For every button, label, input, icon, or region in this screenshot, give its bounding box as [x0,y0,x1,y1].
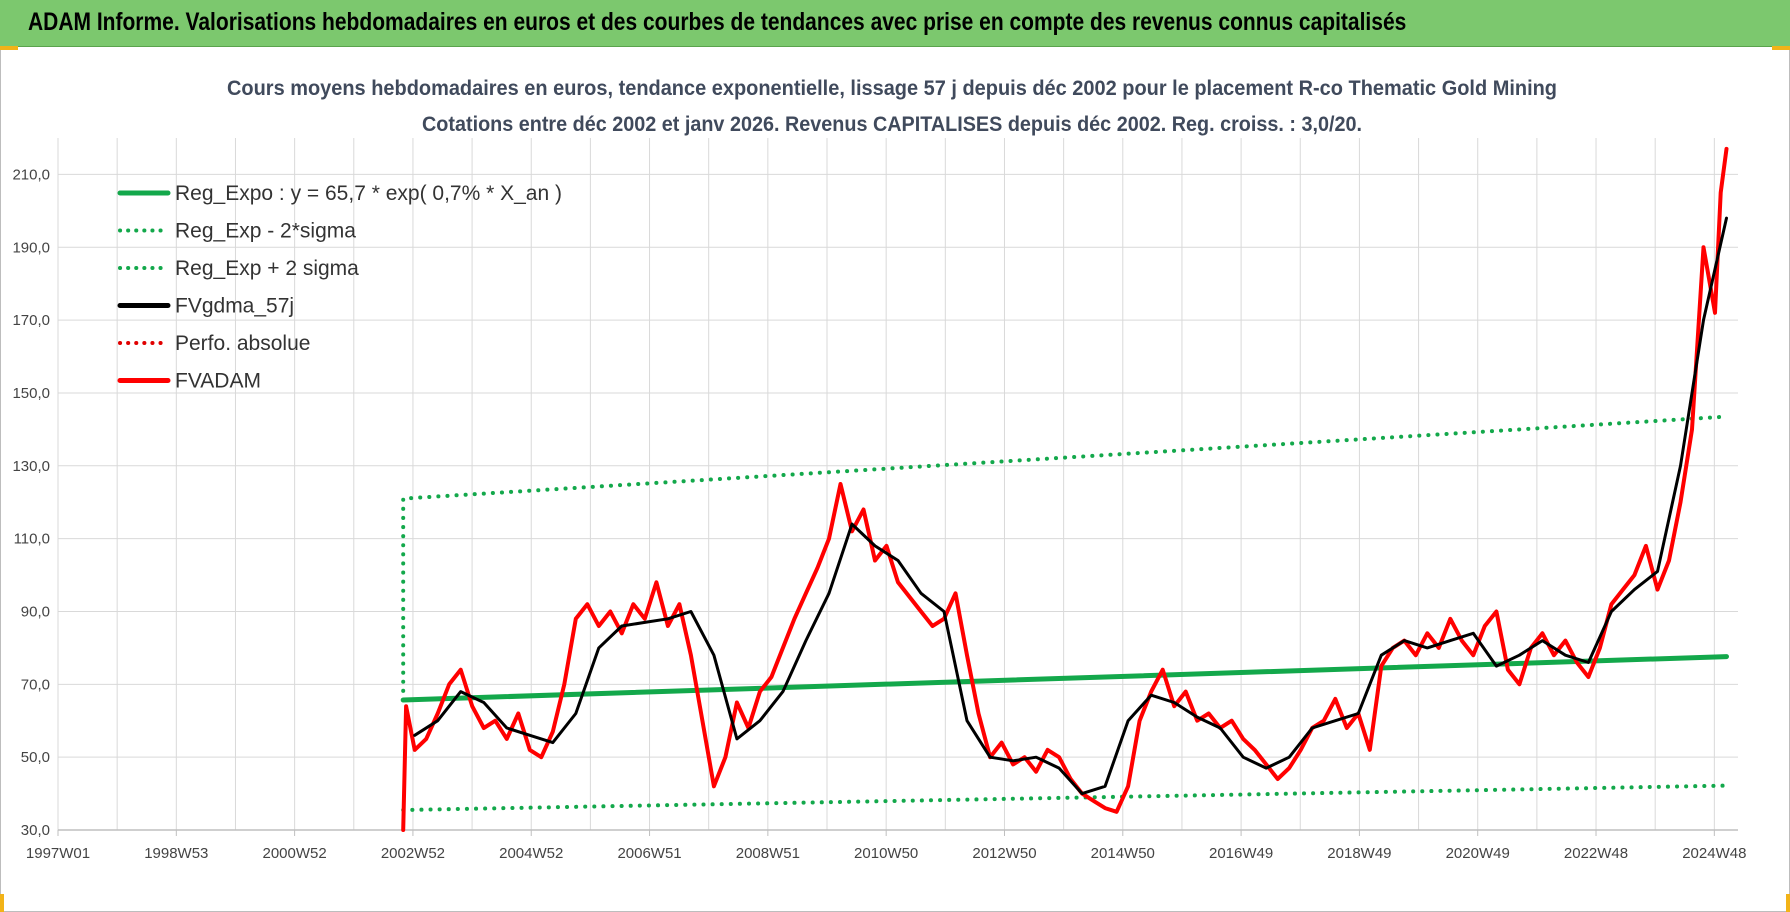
legend-label: Reg_Exp - 2*sigma [175,220,356,243]
y-tick-label: 170,0 [12,312,50,329]
corner-mark-bottom-left [0,894,4,912]
x-tick-label: 2010W50 [854,845,918,862]
x-tick-label: 2018W49 [1327,845,1391,862]
x-tick-label: 2006W51 [617,845,681,862]
x-tick-label: 2022W48 [1564,845,1628,862]
y-tick-label: 190,0 [12,239,50,256]
x-tick-label: 2008W51 [736,845,800,862]
x-tick-label: 2000W52 [263,845,327,862]
y-tick-label: 90,0 [21,603,50,620]
y-tick-label: 110,0 [14,531,50,548]
y-tick-label: 50,0 [21,749,50,766]
y-tick-label: 130,0 [12,458,50,475]
x-tick-label: 2014W50 [1091,845,1155,862]
legend-label: Reg_Exp + 2 sigma [175,257,359,280]
report-banner: ADAM Informe. Valorisations hebdomadaire… [0,0,1790,47]
corner-mark-bottom-right [1786,894,1790,912]
series-line-5 [401,146,1729,832]
plot-grid [57,138,1738,831]
chart-subtitle: Cotations entre déc 2002 et janv 2026. R… [422,113,1362,136]
y-tick-label: 70,0 [21,676,50,693]
corner-mark-top-left [0,46,18,50]
x-tick-label: 2024W48 [1682,845,1746,862]
x-tick-label: 2020W49 [1446,845,1510,862]
legend-label: Perfo. absolue [175,332,310,355]
series-layer [400,146,1729,832]
y-tick-label: 210,0 [12,166,50,183]
chart-legend: Reg_Expo : y = 65,7 * exp( 0,7% * X_an )… [117,182,562,393]
chart-title: Cours moyens hebdomadaires en euros, ten… [227,77,1557,100]
x-tick-label: 2002W52 [381,845,445,862]
x-tick-label: 2016W49 [1209,845,1273,862]
y-axis-ticks: 30,0 50,0 70,0 90,0 110,0 130,0 150,0 170,0 190,… [12,166,50,839]
x-tick-label: 1997W01 [26,845,90,862]
legend-label: FVgdma_57j [175,295,294,318]
corner-mark-top-right [1772,46,1790,50]
y-tick-label: 150,0 [12,385,50,402]
x-tick-label: 1998W53 [144,845,208,862]
series-line-3 [413,216,1728,796]
y-tick-label: 30,0 [21,822,50,839]
x-tick-label: 2012W50 [972,845,1036,862]
legend-label: FVADAM [175,370,261,393]
x-tick-label: 2004W52 [499,845,563,862]
x-axis-ticks: 1997W01 1998W53 2000W52 2002W52 2004W52 2006W… [26,830,1746,862]
report-title: ADAM Informe. Valorisations hebdomadaire… [28,8,1407,36]
series-line-1 [401,783,1729,812]
series-line-2 [401,414,1729,702]
legend-label: Reg_Expo : y = 65,7 * exp( 0,7% * X_an ) [175,182,562,205]
